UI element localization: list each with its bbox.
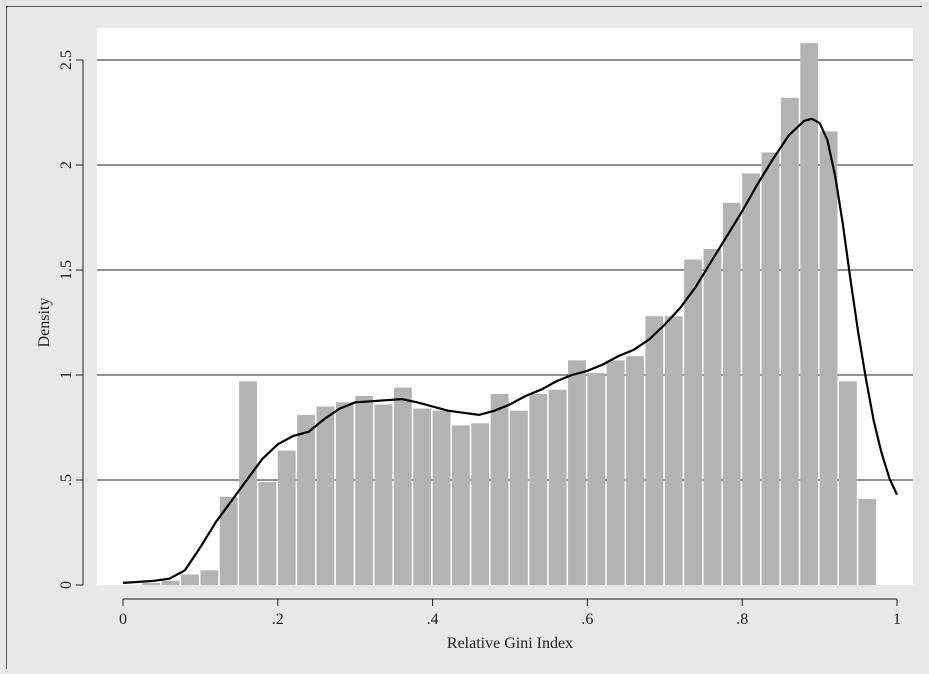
histogram-bar — [413, 408, 432, 585]
histogram-bar — [181, 574, 199, 585]
histogram-bar — [800, 43, 819, 585]
histogram-bar — [451, 425, 470, 585]
histogram-bar — [393, 387, 412, 585]
histogram-bar — [200, 570, 219, 585]
histogram-bar — [722, 202, 741, 586]
histogram-bar — [529, 393, 548, 585]
histogram-bar — [858, 498, 877, 585]
histogram-bar — [664, 316, 683, 585]
histogram-bar — [142, 582, 161, 585]
density-histogram-chart: 0 .2 .4 .6 .8 1 0 .5 1 1.5 2 2.5 Relative Gini Ind… — [36, 28, 913, 652]
histogram-bar — [258, 482, 277, 585]
y-tick-label: 2 — [58, 161, 75, 169]
histogram-bar — [316, 406, 335, 585]
histogram-bar — [684, 259, 702, 585]
histogram-bar — [548, 389, 567, 585]
histogram-bar — [510, 410, 528, 585]
histogram-bar — [587, 372, 606, 585]
x-axis-ticks: 0 .2 .4 .6 .8 1 — [119, 599, 901, 628]
histogram-bar — [703, 249, 722, 585]
histogram-bar — [819, 131, 838, 585]
histogram-bar — [297, 414, 315, 585]
histogram-bar — [355, 396, 374, 585]
histogram-bar — [219, 496, 238, 585]
histogram-bar — [161, 580, 180, 585]
chart-frame: 0 .2 .4 .6 .8 1 0 .5 1 1.5 2 2.5 Relative Gini Ind… — [6, 6, 922, 669]
x-tick-label: .4 — [427, 611, 439, 628]
histogram-bar — [761, 152, 780, 585]
histogram-bar — [780, 97, 799, 586]
y-tick-label: 1 — [58, 371, 75, 379]
histogram-bars — [142, 43, 877, 586]
y-axis-ticks: 0 .5 1 1.5 2 2.5 — [58, 50, 83, 589]
histogram-bar — [645, 316, 664, 585]
x-tick-label: 1 — [893, 611, 901, 628]
x-tick-label: 0 — [119, 611, 127, 628]
histogram-bar — [490, 393, 509, 585]
histogram-bar — [471, 423, 490, 585]
x-axis-title: Relative Gini Index — [447, 635, 573, 652]
x-tick-label: .8 — [736, 611, 748, 628]
x-tick-label: .2 — [272, 611, 284, 628]
histogram-bar — [432, 410, 451, 585]
y-tick-label: .5 — [58, 474, 75, 486]
y-tick-label: 1.5 — [58, 260, 75, 280]
histogram-bar — [626, 356, 644, 585]
histogram-bar — [335, 402, 354, 585]
x-tick-label: .6 — [581, 611, 593, 628]
histogram-bar — [277, 450, 296, 585]
y-axis-title: Density — [36, 298, 53, 348]
y-tick-label: 2.5 — [58, 50, 75, 70]
histogram-bar — [239, 381, 257, 585]
histogram-bar — [606, 360, 625, 585]
histogram-bar — [742, 173, 761, 585]
histogram-bar — [568, 360, 586, 585]
y-tick-label: 0 — [58, 581, 75, 589]
density-curve — [122, 117, 898, 584]
histogram-bar — [838, 381, 857, 585]
histogram-bar — [374, 404, 393, 585]
